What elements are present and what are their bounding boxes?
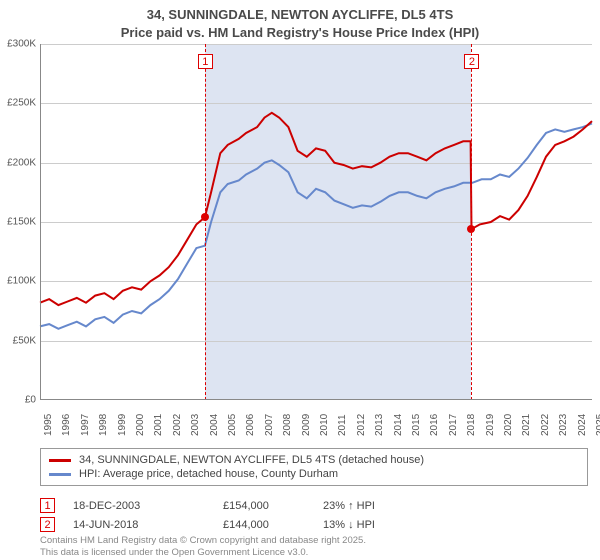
events-table: 1 18-DEC-2003 £154,000 23% ↑ HPI 2 14-JU… <box>40 496 588 534</box>
attribution-line-1: Contains HM Land Registry data © Crown c… <box>40 535 366 546</box>
x-tick-label: 2023 <box>558 414 566 436</box>
x-tick-label: 1997 <box>80 414 88 436</box>
y-tick-label: £150K <box>7 217 36 228</box>
event-date-1: 18-DEC-2003 <box>73 500 223 512</box>
x-axis: 1995 1996 1997 1998 1999 2000 2001 2002 2003 2004… <box>40 404 592 444</box>
x-tick-label: 2006 <box>245 414 253 436</box>
marker-badge-2: 2 <box>464 54 479 69</box>
x-tick-label: 2018 <box>466 414 474 436</box>
attribution-line-2: This data is licensed under the Open Gov… <box>40 547 308 558</box>
legend-label-1: 34, SUNNINGDALE, NEWTON AYCLIFFE, DL5 4T… <box>79 454 424 466</box>
x-tick-label: 2014 <box>393 414 401 436</box>
x-tick-label: 2002 <box>172 414 180 436</box>
plot: 12 <box>40 44 592 400</box>
x-tick-label: 2003 <box>190 414 198 436</box>
x-tick-label: 2024 <box>577 414 585 436</box>
x-tick-label: 2001 <box>153 414 161 436</box>
y-tick-label: £200K <box>7 157 36 168</box>
x-tick-label: 2005 <box>227 414 235 436</box>
series-price_paid <box>40 113 592 305</box>
x-tick-label: 2009 <box>301 414 309 436</box>
legend-row: 34, SUNNINGDALE, NEWTON AYCLIFFE, DL5 4T… <box>49 453 579 467</box>
x-tick-label: 2004 <box>209 414 217 436</box>
legend-swatch-2 <box>49 473 71 476</box>
event-date-2: 14-JUN-2018 <box>73 519 223 531</box>
y-axis-line <box>40 44 41 400</box>
event-delta-1: 23% ↑ HPI <box>323 500 443 512</box>
event-row: 2 14-JUN-2018 £144,000 13% ↓ HPI <box>40 515 588 534</box>
marker-badge-1: 1 <box>198 54 213 69</box>
marker-line-2 <box>471 44 472 400</box>
title-line-1: 34, SUNNINGDALE, NEWTON AYCLIFFE, DL5 4T… <box>147 7 454 22</box>
x-tick-label: 1998 <box>98 414 106 436</box>
y-tick-label: £0 <box>25 395 36 406</box>
x-tick-label: 2025 <box>595 414 600 436</box>
x-tick-label: 2019 <box>485 414 493 436</box>
event-delta-2: 13% ↓ HPI <box>323 519 443 531</box>
x-tick-label: 2010 <box>319 414 327 436</box>
title-line-2: Price paid vs. HM Land Registry's House … <box>121 25 480 40</box>
x-axis-line <box>40 399 592 400</box>
y-tick-label: £100K <box>7 276 36 287</box>
legend-row: HPI: Average price, detached house, Coun… <box>49 467 579 481</box>
x-tick-label: 2015 <box>411 414 419 436</box>
event-price-2: £144,000 <box>223 519 323 531</box>
x-tick-label: 1995 <box>43 414 51 436</box>
marker-dot-1 <box>201 213 209 221</box>
legend: 34, SUNNINGDALE, NEWTON AYCLIFFE, DL5 4T… <box>40 448 588 486</box>
y-axis: £0£50K£100K£150K£200K£250K£300K <box>2 44 38 400</box>
chart-area: 12 £0£50K£100K£150K£200K£250K£300K 19951… <box>40 44 592 400</box>
x-tick-label: 2013 <box>374 414 382 436</box>
y-tick-label: £300K <box>7 39 36 50</box>
legend-label-2: HPI: Average price, detached house, Coun… <box>79 468 338 480</box>
x-tick-label: 1996 <box>61 414 69 436</box>
x-tick-label: 2020 <box>503 414 511 436</box>
x-tick-label: 2017 <box>448 414 456 436</box>
marker-line-1 <box>205 44 206 400</box>
legend-swatch-1 <box>49 459 71 462</box>
event-badge-1: 1 <box>40 498 55 513</box>
event-price-1: £154,000 <box>223 500 323 512</box>
event-badge-2: 2 <box>40 517 55 532</box>
series-svg <box>40 44 592 400</box>
chart-title: 34, SUNNINGDALE, NEWTON AYCLIFFE, DL5 4T… <box>0 0 600 41</box>
x-tick-label: 2021 <box>521 414 529 436</box>
event-row: 1 18-DEC-2003 £154,000 23% ↑ HPI <box>40 496 588 515</box>
x-tick-label: 2008 <box>282 414 290 436</box>
x-tick-label: 2007 <box>264 414 272 436</box>
x-tick-label: 2016 <box>429 414 437 436</box>
x-tick-label: 2011 <box>337 414 345 436</box>
y-tick-label: £250K <box>7 98 36 109</box>
x-tick-label: 2000 <box>135 414 143 436</box>
x-tick-label: 2012 <box>356 414 364 436</box>
series-hpi <box>40 124 592 329</box>
attribution: Contains HM Land Registry data © Crown c… <box>40 535 366 558</box>
x-tick-label: 1999 <box>117 414 125 436</box>
x-tick-label: 2022 <box>540 414 548 436</box>
marker-dot-2 <box>467 225 475 233</box>
y-tick-label: £50K <box>13 335 36 346</box>
